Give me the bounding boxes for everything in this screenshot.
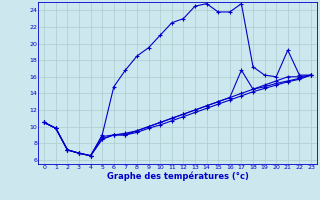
X-axis label: Graphe des températures (°c): Graphe des températures (°c): [107, 172, 249, 181]
